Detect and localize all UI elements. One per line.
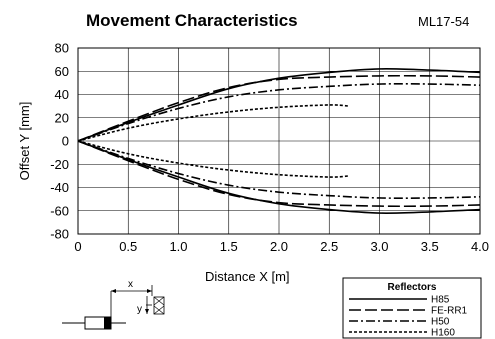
- legend-box: [342, 277, 482, 339]
- y-tick-label: 60: [55, 64, 69, 79]
- y-tick-label: -20: [50, 157, 69, 172]
- x-axis-label: Distance X [m]: [205, 269, 290, 284]
- y-axis-label: Offset Y [mm]: [17, 102, 32, 181]
- series-h160-upper-curve: [77, 104, 350, 142]
- series-h85-lower-curve: [77, 140, 481, 214]
- model-code: ML17-54: [418, 14, 469, 29]
- series-layer: [77, 68, 481, 214]
- y-tick-labels: 80 60 40 20 0 -20 -40 -60 -80: [50, 41, 69, 242]
- x-tick-label: 2.0: [270, 239, 288, 254]
- plot-frame: [77, 47, 481, 235]
- reflector-hatch-2: [153, 296, 165, 306]
- x-arrow-left: [111, 289, 116, 293]
- x-tick-labels: 0 0.5 1.0 1.5 2.0 2.5 3.0 3.5 4.0: [74, 239, 489, 254]
- x-tick-label: 2.5: [320, 239, 338, 254]
- sensor-reflector-diagram: x y: [62, 279, 165, 330]
- reflector-hatch-4: [153, 305, 165, 315]
- legend-label-h160: H160: [431, 328, 455, 339]
- x-tick-label: 0: [74, 239, 81, 254]
- x-tick-label: 4.0: [471, 239, 489, 254]
- series-h160-lower-curve: [77, 140, 350, 178]
- y-tick-label: -80: [50, 227, 69, 242]
- y-dimension-label: y: [137, 304, 142, 315]
- series-h50-lower-curve: [77, 140, 481, 199]
- x-tick-label: 1.5: [220, 239, 238, 254]
- series-fe-rr1-upper-curve: [77, 74, 481, 142]
- legend-title: Reflectors: [388, 282, 437, 293]
- x-dimension-label: x: [128, 279, 133, 290]
- series-h85-upper-curve: [77, 68, 481, 142]
- legend-label-h50: H50: [431, 317, 450, 328]
- y-arrow: [145, 309, 149, 314]
- series-h50-upper-curve: [77, 83, 481, 142]
- series-fe-rr1-lower-curve: [77, 140, 481, 208]
- sensor-lens: [104, 317, 111, 329]
- y-tick-label: 0: [62, 134, 69, 149]
- x-tick-label: 0.5: [119, 239, 137, 254]
- y-tick-label: 20: [55, 110, 69, 125]
- reflector: [153, 296, 165, 315]
- x-arrow-right: [147, 289, 152, 293]
- y-tick-label: 80: [55, 41, 69, 56]
- y-tick-label: 40: [55, 87, 69, 102]
- chart-title: Movement Characteristics: [86, 11, 298, 30]
- y-tick-label: -40: [50, 180, 69, 195]
- y-tick-label: -60: [50, 203, 69, 218]
- legend-label-fe-rr1: FE-RR1: [431, 306, 468, 317]
- x-tick-label: 3.0: [370, 239, 388, 254]
- grid: [77, 47, 481, 235]
- x-tick-label: 3.5: [421, 239, 439, 254]
- x-tick-label: 1.0: [169, 239, 187, 254]
- legend-label-h85: H85: [431, 295, 450, 306]
